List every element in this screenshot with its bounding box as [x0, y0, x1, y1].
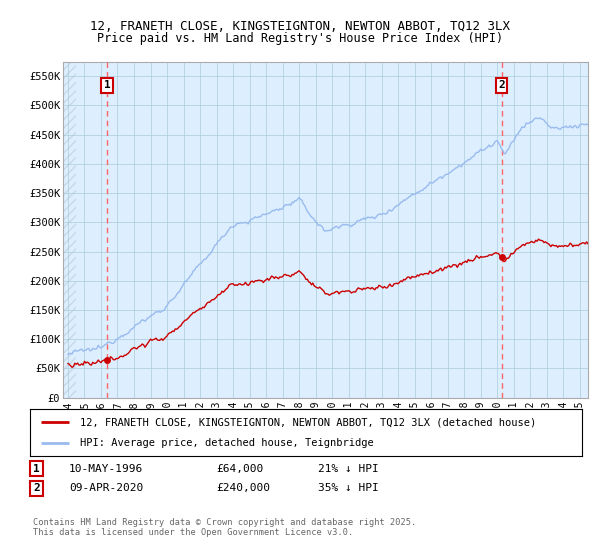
Text: 09-APR-2020: 09-APR-2020: [69, 483, 143, 493]
Text: 12, FRANETH CLOSE, KINGSTEIGNTON, NEWTON ABBOT, TQ12 3LX: 12, FRANETH CLOSE, KINGSTEIGNTON, NEWTON…: [90, 20, 510, 32]
Text: 1: 1: [33, 464, 40, 474]
Text: 12, FRANETH CLOSE, KINGSTEIGNTON, NEWTON ABBOT, TQ12 3LX (detached house): 12, FRANETH CLOSE, KINGSTEIGNTON, NEWTON…: [80, 417, 536, 427]
Text: Price paid vs. HM Land Registry's House Price Index (HPI): Price paid vs. HM Land Registry's House …: [97, 32, 503, 45]
Text: £240,000: £240,000: [216, 483, 270, 493]
Text: 21% ↓ HPI: 21% ↓ HPI: [318, 464, 379, 474]
Text: HPI: Average price, detached house, Teignbridge: HPI: Average price, detached house, Teig…: [80, 438, 373, 448]
Text: 2: 2: [498, 80, 505, 90]
Text: £64,000: £64,000: [216, 464, 263, 474]
Text: 2: 2: [33, 483, 40, 493]
Text: 35% ↓ HPI: 35% ↓ HPI: [318, 483, 379, 493]
Text: 10-MAY-1996: 10-MAY-1996: [69, 464, 143, 474]
Text: Contains HM Land Registry data © Crown copyright and database right 2025.
This d: Contains HM Land Registry data © Crown c…: [33, 518, 416, 538]
Text: 1: 1: [104, 80, 110, 90]
Bar: [63, 62, 76, 398]
